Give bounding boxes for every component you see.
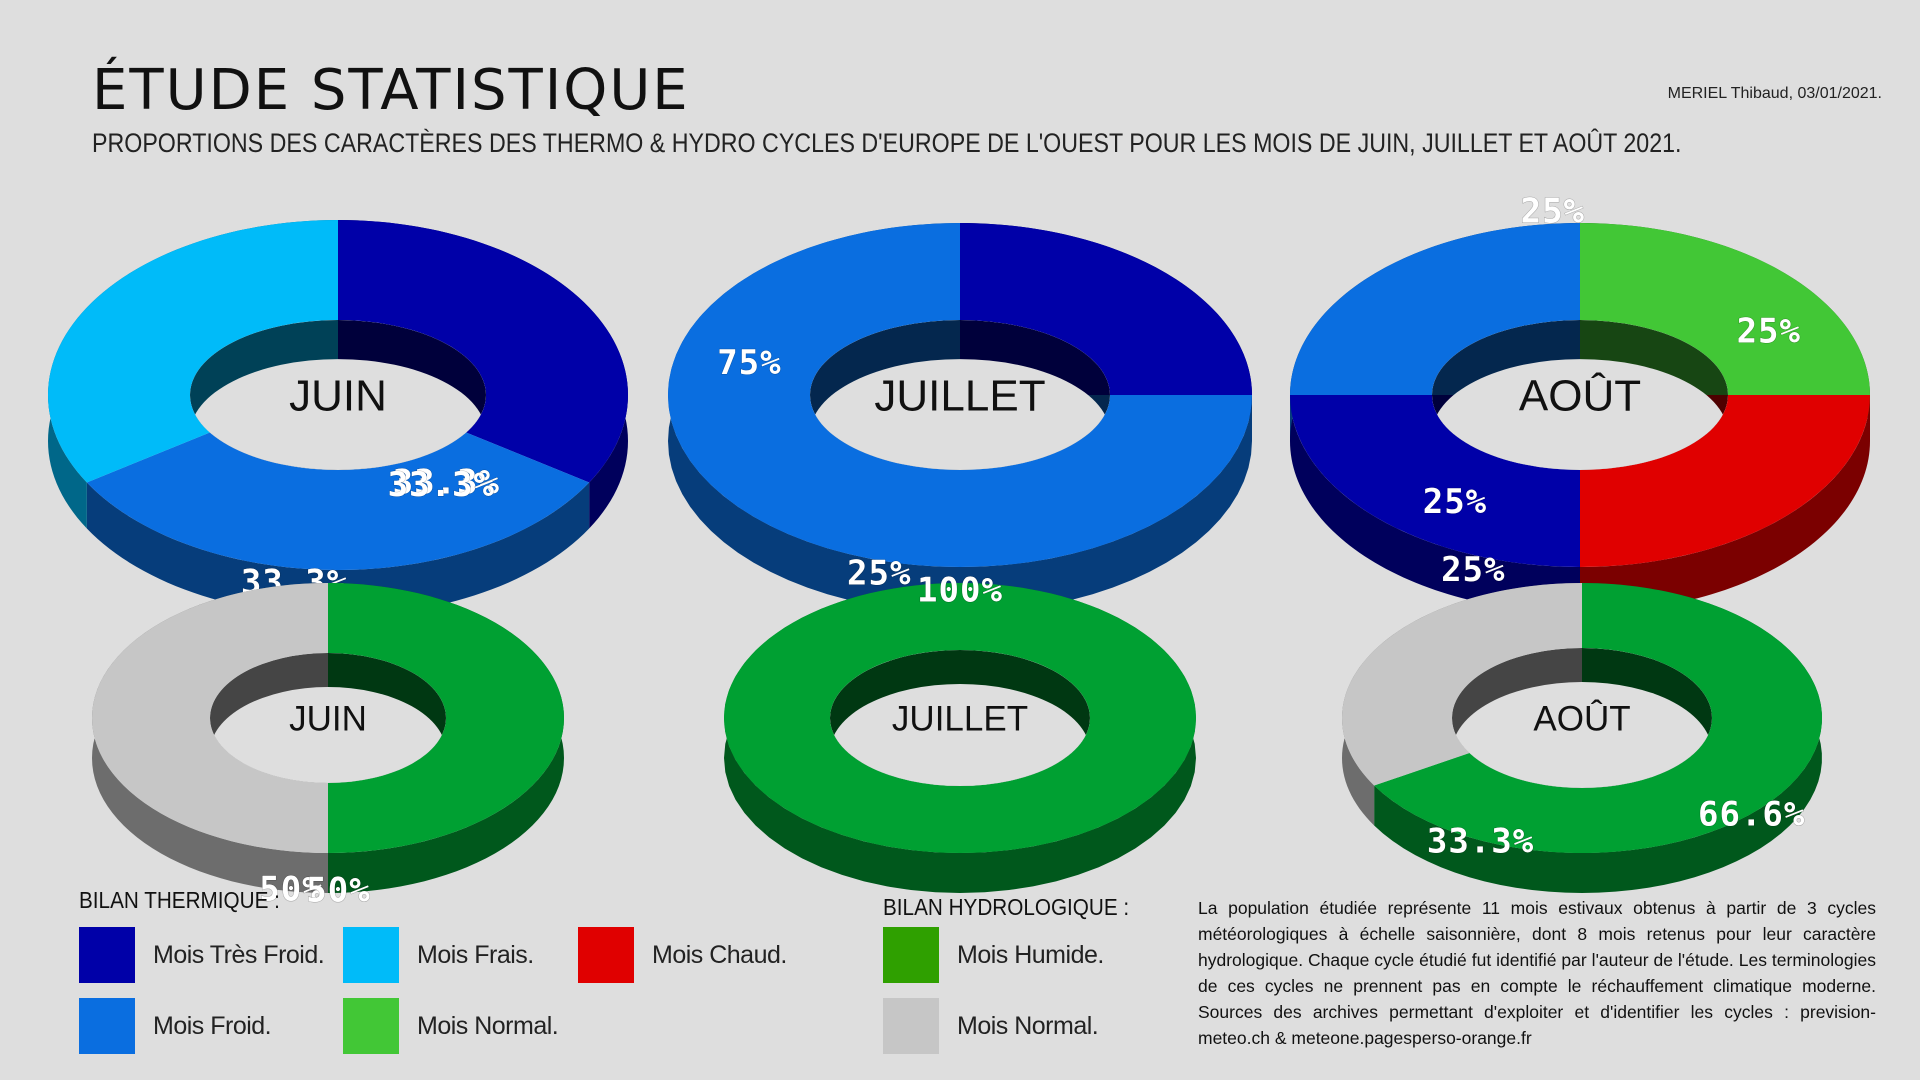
legend-item-normal-hydro: Mois Normal. [883,998,1099,1054]
donut-thermique-juillet: JUILLET 25% 75% [668,223,1252,613]
legend-swatch-chaud [578,927,634,983]
donut-slice-mois-humide [724,583,1196,853]
donut-hole [190,320,486,470]
legend-swatch-humide [883,927,939,983]
donut-slice-mois-normal [1341,583,1582,786]
donut-pct-label-mois-tres-froid: 25% [1423,482,1487,522]
donut-pct-label-mois-humide: 50% [259,869,323,909]
page-subtitle: PROPORTIONS DES CARACTÈRES DES THERMO & … [92,128,1682,158]
donut-pct-label-mois-normal: 25% [1441,550,1505,590]
donut-pct-label-mois-tres-froid: 25% [847,554,911,594]
donut-slice-mois-froid [86,432,590,570]
legend-label-frais: Mois Frais. [417,940,534,969]
legend-label-normal-thermique: Mois Normal. [417,1011,559,1040]
page-title: ÉTUDE STATISTIQUE [92,58,690,123]
donut-hole-floor [830,684,1090,786]
donut-hydrologique-juin: JUIN 50%50% [92,583,564,911]
legend-swatch-frais [343,927,399,983]
donut-pct-label-mois-chaud: 25% [1521,192,1585,232]
legend-heading-hydrologique: BILAN HYDROLOGIQUE : [883,894,1130,920]
donut-slice-mois-chaud [1580,395,1870,567]
donut-thermique-aout: AOÛT 25% 25% 25% 25% [1290,191,1870,613]
legend-item-frais: Mois Frais. [343,927,534,983]
donut-pct-label-mois-humide: 100% [917,570,1003,610]
donut-month-label: JUIN [289,699,367,738]
donut-month-label: AOÛT [1533,699,1630,738]
donut-hole [830,650,1090,786]
donut-hole-floor [190,359,486,470]
donut-hydrologique-aout: AOÛT 66.6% 33.3% [1341,583,1822,893]
legend-label-humide: Mois Humide. [957,940,1104,969]
legend-label-chaud: Mois Chaud. [652,940,787,969]
donut-slice-mois-tres-froid [960,223,1252,395]
donut-pct-label-mois-normal: 33.3% [1427,821,1534,861]
donut-pct-label-mois-normal: 50% [306,871,370,911]
donut-hole-floor [1432,359,1728,470]
donut-pct-label-mois-frais: 33.3% [388,465,495,505]
donut-pct-label-mois-froid: 75% [717,343,781,383]
donut-pct-label-mois-humide: 66.6% [1698,794,1805,834]
donut-side-mois-froid [86,482,590,616]
legend-item-chaud: Mois Chaud. [578,927,787,983]
donut-hole-floor [810,359,1110,470]
donut-hydrologique-juillet: JUILLET 100% [724,570,1196,893]
donut-slice-mois-froid [1290,223,1580,395]
donut-pct-label-mois-froid: 33.3% [393,463,500,503]
donut-slice-mois-normal [1580,223,1870,395]
donut-pct-label-mois-froid: 25% [1737,311,1801,351]
legend-label-normal-hydro: Mois Normal. [957,1011,1099,1040]
donut-month-label: JUIN [289,371,387,420]
legend-swatch-normal-hydro [883,998,939,1054]
legend-item-tres-froid: Mois Très Froid. [79,927,325,983]
legend-label-tres-froid: Mois Très Froid. [153,940,325,969]
donut-hole-floor [210,687,446,783]
donut-month-label: JUILLET [892,699,1028,738]
study-note: La population étudiée représente 11 mois… [1198,898,1876,1048]
donut-slice-mois-froid [668,223,1252,567]
legend-heading-thermique: BILAN THERMIQUE : [79,887,280,913]
donut-hole [210,653,446,783]
donut-slice-mois-humide [1374,583,1822,853]
legend-swatch-tres-froid [79,927,135,983]
donut-slice-mois-tres-froid [1290,395,1580,567]
donut-month-label: AOÛT [1519,370,1641,420]
legend-item-froid: Mois Froid. [79,998,272,1054]
donut-hole [810,320,1110,470]
legend-swatch-normal-thermique [343,998,399,1054]
author-credit: MERIEL Thibaud, 03/01/2021. [1667,85,1882,102]
donut-slice-mois-tres-froid [338,220,628,483]
legend-item-normal-thermique: Mois Normal. [343,998,559,1054]
donut-month-label: JUILLET [874,371,1045,420]
donut-slice-mois-frais [47,220,338,483]
legend-item-humide: Mois Humide. [883,927,1104,983]
legend-swatch-froid [79,998,135,1054]
donut-hole [1432,320,1728,470]
legend-label-froid: Mois Froid. [153,1011,272,1040]
